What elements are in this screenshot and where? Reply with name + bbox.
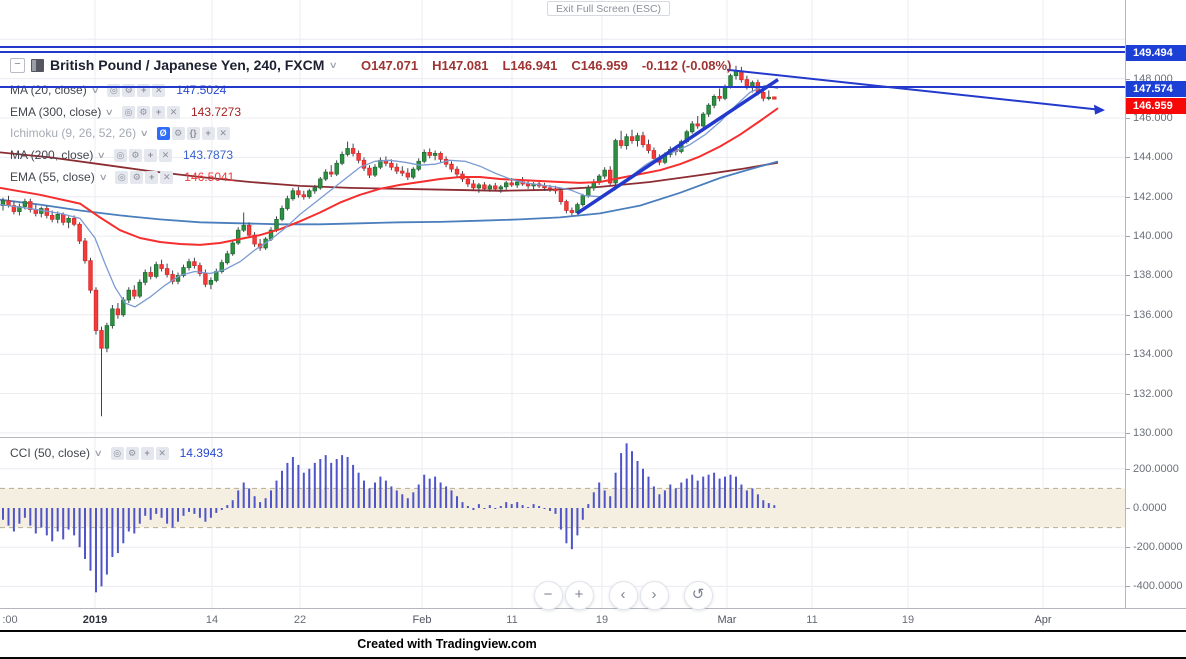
ohlc-change: -0.112 (-0.08%) [641,57,732,73]
indicator-legend-ema55[interactable]: EMA (55, close) ∨ ◎ ⚙ + ✕ 146.5041 [10,169,234,185]
price-tick-label: 132.000 [1126,387,1173,400]
plus-icon[interactable]: + [201,126,215,140]
cci-tick-label: 0.0000 [1126,502,1167,514]
chevron-down-icon[interactable]: ∨ [98,171,108,182]
ohlc-high: H147.081 [432,57,489,73]
broker-logo-icon [31,58,44,72]
price-tick-label: 130.000 [1126,426,1173,439]
scroll-right-button[interactable]: › [639,581,669,610]
indicator-legend-ma20[interactable]: MA (20, close) ∨ ◎ ⚙ + ✕ 147.5024 [10,82,226,98]
indicator-legend-ichimoku[interactable]: Ichimoku (9, 26, 52, 26) ∨ Ø ⚙{} + ✕ [10,125,230,141]
close-icon[interactable]: ✕ [155,446,169,460]
price-tick-label: 142.000 [1126,190,1173,203]
close-icon[interactable]: ✕ [216,126,230,140]
close-icon[interactable]: ✕ [160,170,174,184]
chevron-down-icon[interactable]: ∨ [105,106,115,117]
indicator-name[interactable]: EMA (300, close) [10,105,102,119]
time-tick-label: 11 [806,614,818,626]
price-tick-label: 136.000 [1126,308,1173,321]
chevron-down-icon[interactable]: ∨ [97,149,107,160]
time-tick-label: 2019 [82,614,108,626]
time-tick-label: 19 [901,614,915,626]
price-tick-label: 140.000 [1126,230,1173,243]
zoom-in-button[interactable]: + [564,581,594,610]
bottom-border-line [0,657,1186,659]
gear-icon[interactable]: ⚙ [125,446,139,460]
time-tick-label: :00 [2,614,18,626]
indicator-value: 143.7273 [190,105,242,119]
price-badge: 146.959 [1126,98,1186,114]
gear-icon[interactable]: ⚙ [130,170,144,184]
time-tick-label: 11 [506,614,518,626]
zoom-out-button[interactable]: − [533,581,563,610]
plus-icon[interactable]: + [145,170,159,184]
horizontal-level-line[interactable] [0,46,1125,48]
chevron-down-icon[interactable]: ∨ [90,84,100,95]
close-icon[interactable]: ✕ [158,148,172,162]
symbol-legend-row[interactable]: − British Pound / Japanese Yen, 240, FXC… [10,57,731,73]
time-tick-label: Apr [1034,614,1052,626]
scroll-left-button[interactable]: ‹ [608,581,638,610]
price-tick-label: 134.000 [1126,348,1173,361]
chevron-down-icon[interactable]: ∨ [329,59,339,70]
price-chart-canvas[interactable] [0,0,1125,630]
time-tick-label: 14 [205,614,219,626]
exit-fullscreen-button[interactable]: Exit Full Screen (ESC) [547,1,671,16]
indicator-name[interactable]: MA (200, close) [10,148,94,162]
plus-icon[interactable]: + [151,105,165,119]
ohlc-close: C146.959 [571,57,628,73]
plus-icon[interactable]: + [140,446,154,460]
bottom-watermark-bar: Created with Tradingview.com [0,630,1186,659]
price-tick-label: 138.000 [1126,269,1173,282]
chevron-down-icon[interactable]: ∨ [93,447,103,458]
chevron-down-icon[interactable]: ∨ [139,127,149,138]
indicator-legend-ma200[interactable]: MA (200, close) ∨ ◎ ⚙ + ✕ 143.7873 [10,147,233,163]
price-tick-label: 146.000 [1126,112,1173,124]
gear-icon[interactable]: ⚙ [128,148,142,162]
visibility-icon[interactable]: ◎ [115,170,129,184]
price-badge: 147.574 [1126,81,1186,97]
visibility-icon[interactable]: ◎ [121,105,135,119]
indicator-name[interactable]: Ichimoku (9, 26, 52, 26) [10,126,137,140]
indicator-value: 143.7873 [182,148,234,162]
source-code-icon[interactable]: {} [186,126,200,140]
horizontal-level-line[interactable] [0,50,1125,53]
gear-icon[interactable]: ⚙ [171,126,185,140]
panel-divider[interactable] [0,437,1186,438]
price-badge: 149.494 [1126,45,1186,61]
symbol-title[interactable]: British Pound / Japanese Yen, 240, FXCM [50,57,325,73]
collapse-panel-icon[interactable]: − [10,57,25,73]
ohlc-low: L146.941 [502,57,558,73]
indicator-legend-ema300[interactable]: EMA (300, close) ∨ ◎ ⚙ + ✕ 143.7273 [10,104,241,120]
time-tick-label: 22 [293,614,307,626]
cci-tick-label: 200.0000 [1126,462,1179,475]
gear-icon[interactable]: ⚙ [136,105,150,119]
eye-off-icon[interactable]: Ø [156,126,170,140]
indicator-name[interactable]: CCI (50, close) [10,446,91,460]
indicator-legend-cci[interactable]: CCI (50, close) ∨ ◎ ⚙ + ✕ 14.3943 [10,445,223,461]
close-icon[interactable]: ✕ [166,105,180,119]
visibility-icon[interactable]: ◎ [110,446,124,460]
time-tick-label: Feb [412,614,432,626]
visibility-icon[interactable]: ◎ [113,148,127,162]
price-tick-label: 144.000 [1126,151,1173,164]
horizontal-level-line[interactable] [0,86,1125,88]
price-axis[interactable]: ⚙ 148.000146.000144.000142.000140.000138… [1125,0,1186,630]
cci-tick-label: -400.0000 [1126,580,1183,593]
indicator-name[interactable]: EMA (55, close) [10,170,95,184]
plus-icon[interactable]: + [143,148,157,162]
time-tick-label: 19 [595,614,609,626]
cci-tick-label: -200.0000 [1126,541,1183,554]
indicator-value: 14.3943 [179,446,224,460]
ohlc-open: O147.071 [360,57,419,73]
ohlc-readout: O147.071 H147.081 L146.941 C146.959 -0.1… [361,58,731,73]
watermark-text: Created with Tradingview.com [357,637,537,651]
indicator-value: 146.5041 [184,170,235,184]
reset-view-button[interactable]: ↺ [683,581,713,610]
time-tick-label: Mar [717,614,737,626]
